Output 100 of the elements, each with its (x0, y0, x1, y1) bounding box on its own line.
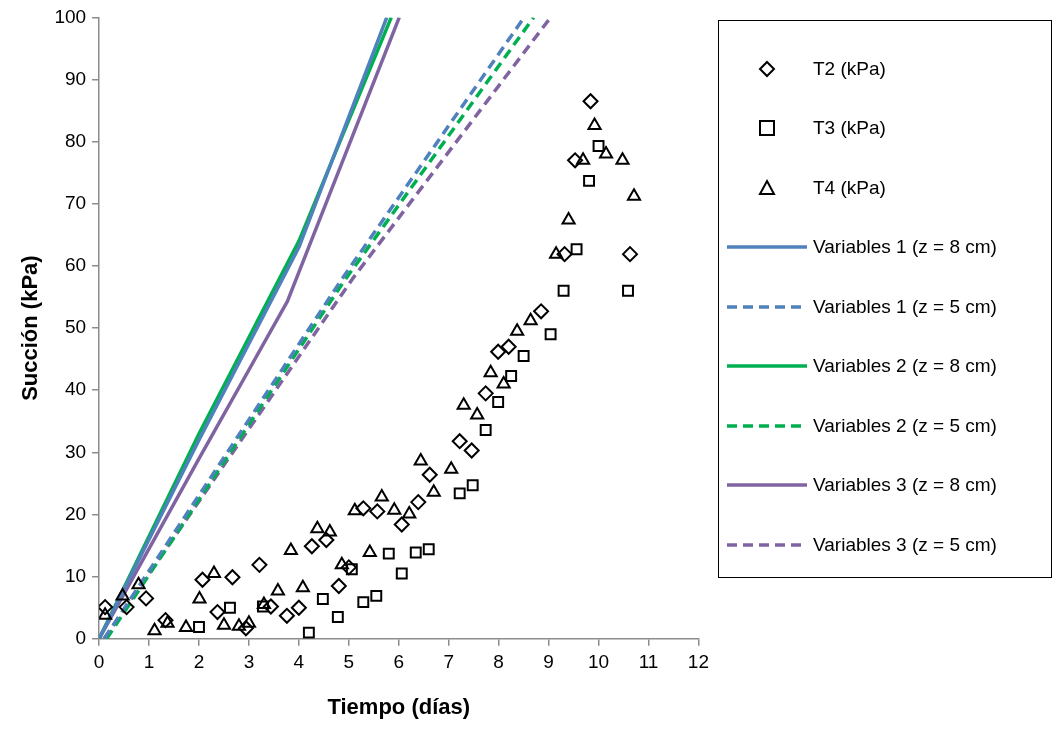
point (256, 600, 269, 613)
legend-label: Variables 1 (z = 8 cm) (813, 236, 997, 259)
point (592, 140, 605, 152)
point (413, 453, 428, 466)
x-tick-label: 11 (638, 651, 659, 673)
point (115, 587, 130, 601)
point (490, 343, 507, 360)
y-tick-label: 20 (64, 502, 87, 524)
point (451, 433, 468, 450)
y-tick-label: 50 (64, 316, 87, 338)
point (224, 569, 241, 586)
point (533, 303, 550, 320)
point (422, 543, 435, 556)
point (192, 591, 207, 604)
point (340, 559, 357, 576)
point (622, 284, 634, 297)
point (523, 312, 538, 326)
x-tick-label: 0 (93, 651, 105, 673)
legend-label: Variables 3 (z = 5 cm) (813, 533, 997, 556)
y-tick-label: 90 (64, 67, 87, 89)
point (583, 174, 596, 187)
x-tick-label: 1 (143, 651, 155, 673)
legend-label: Variables 1 (z = 5 cm) (813, 295, 997, 318)
point (410, 494, 427, 511)
point (549, 246, 564, 259)
point (178, 619, 194, 633)
point (517, 350, 530, 363)
x-tick-label: 9 (543, 651, 554, 673)
point (598, 146, 614, 159)
y-axis-title: Succión (kPa) (17, 255, 43, 401)
point (209, 604, 226, 621)
y-tick-label: 80 (64, 129, 87, 151)
point (570, 243, 583, 256)
point (374, 489, 389, 502)
point (278, 607, 295, 624)
point (557, 284, 570, 297)
point (318, 532, 335, 548)
point (302, 626, 315, 639)
point (444, 461, 459, 474)
point (505, 370, 518, 382)
point (270, 582, 285, 596)
point (99, 607, 113, 620)
x-tick-label: 3 (243, 651, 255, 673)
point (470, 407, 485, 420)
point (369, 503, 386, 520)
x-tick-label: 12 (687, 651, 709, 673)
point (331, 611, 344, 623)
legend-label: T4 (kPa) (813, 176, 886, 199)
legend-label: Variables 2 (z = 8 cm) (813, 355, 997, 378)
x-tick-label: 6 (393, 651, 405, 673)
point (131, 576, 146, 590)
point (576, 152, 591, 165)
point (138, 590, 155, 607)
x-tick-label: 7 (443, 651, 454, 673)
point (347, 502, 362, 516)
point (334, 556, 349, 570)
y-tick-label: 10 (64, 564, 87, 586)
point (251, 556, 268, 573)
x-tick-label: 8 (493, 651, 504, 673)
x-tick-label: 2 (193, 651, 205, 673)
point (310, 520, 325, 534)
point (456, 397, 471, 410)
point (463, 442, 480, 459)
legend-label: Variables 3 (z = 8 cm) (813, 474, 997, 497)
point (357, 596, 370, 609)
point (262, 598, 279, 615)
y-tick-label: 60 (64, 254, 87, 276)
point (561, 211, 576, 225)
y-tick-label: 40 (64, 378, 87, 400)
point (587, 117, 602, 131)
legend-label: T2 (kPa) (813, 57, 886, 80)
y-tick-label: 70 (64, 192, 87, 214)
point (453, 487, 466, 500)
point (477, 385, 494, 402)
point (237, 620, 254, 637)
point (355, 500, 372, 517)
point (303, 538, 320, 555)
y-tick-label: 100 (54, 5, 87, 27)
point (118, 599, 135, 616)
point (582, 93, 599, 110)
point (295, 579, 310, 593)
point (216, 617, 232, 630)
point (194, 571, 211, 588)
point (402, 505, 417, 519)
point (330, 577, 347, 594)
point (206, 565, 222, 579)
x-axis-title: Tiempo (días) (327, 693, 471, 719)
point (556, 246, 573, 263)
point (622, 246, 639, 263)
point (510, 323, 525, 336)
point (426, 484, 441, 497)
point (466, 479, 479, 492)
point (241, 615, 256, 628)
point (256, 596, 271, 610)
point (290, 599, 307, 616)
point (409, 546, 422, 559)
point (345, 563, 358, 576)
point (626, 188, 642, 201)
point (393, 516, 410, 533)
point (224, 601, 236, 614)
